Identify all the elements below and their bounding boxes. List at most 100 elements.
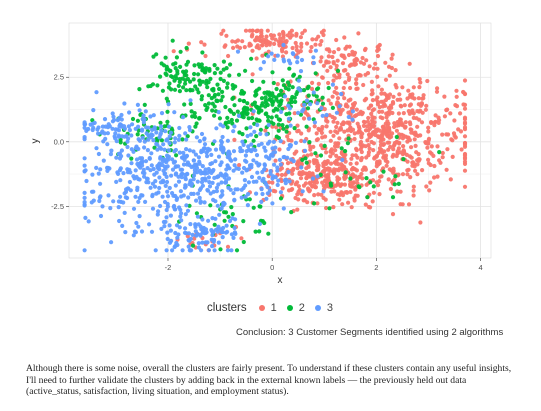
point-cluster-3: [164, 179, 170, 185]
point-cluster-1: [321, 183, 326, 188]
point-cluster-2: [304, 124, 309, 129]
point-cluster-3: [272, 57, 277, 63]
point-cluster-3: [84, 128, 89, 133]
point-cluster-1: [428, 180, 433, 185]
point-cluster-3: [175, 196, 180, 201]
point-cluster-2: [312, 201, 317, 206]
point-cluster-1: [327, 166, 332, 172]
point-cluster-1: [225, 244, 231, 249]
point-cluster-1: [301, 116, 307, 121]
point-cluster-2: [293, 99, 298, 104]
point-cluster-3: [143, 109, 148, 114]
point-cluster-3: [149, 151, 154, 156]
point-cluster-3: [253, 148, 258, 153]
point-cluster-2: [217, 116, 222, 121]
point-cluster-1: [352, 196, 357, 201]
point-cluster-3: [272, 150, 278, 155]
point-cluster-2: [136, 128, 141, 133]
point-cluster-3: [193, 152, 198, 157]
point-cluster-1: [254, 29, 259, 34]
point-cluster-2: [212, 92, 218, 98]
point-cluster-1: [337, 156, 342, 161]
point-cluster-1: [370, 108, 375, 113]
point-cluster-3: [232, 230, 237, 235]
point-cluster-3: [165, 201, 170, 207]
point-cluster-1: [386, 105, 391, 110]
point-cluster-3: [121, 171, 126, 176]
legend-dot-1: [258, 305, 265, 311]
point-cluster-3: [173, 136, 178, 141]
point-cluster-2: [306, 93, 311, 98]
point-cluster-1: [331, 50, 337, 55]
point-cluster-1: [337, 127, 342, 132]
point-cluster-3: [282, 94, 288, 99]
point-cluster-3: [225, 138, 230, 143]
point-cluster-3: [134, 220, 139, 226]
point-cluster-1: [319, 39, 324, 44]
point-cluster-1: [371, 148, 376, 153]
point-cluster-3: [288, 123, 293, 128]
point-cluster-3: [113, 127, 118, 132]
point-cluster-3: [129, 147, 134, 152]
point-cluster-2: [264, 111, 269, 116]
point-cluster-2: [206, 93, 211, 98]
point-cluster-3: [215, 227, 220, 232]
point-cluster-3: [82, 169, 87, 174]
point-cluster-1: [359, 144, 364, 149]
point-cluster-3: [286, 116, 291, 121]
point-cluster-3: [182, 185, 188, 190]
point-cluster-3: [261, 60, 266, 65]
point-cluster-1: [325, 173, 330, 178]
point-cluster-3: [258, 131, 263, 136]
point-cluster-2: [171, 62, 176, 67]
point-cluster-1: [408, 122, 413, 127]
point-cluster-3: [203, 240, 208, 245]
point-cluster-3: [216, 110, 221, 115]
point-cluster-1: [387, 92, 393, 97]
point-cluster-3: [105, 142, 110, 147]
point-cluster-3: [173, 230, 178, 236]
point-cluster-3: [136, 224, 141, 229]
point-cluster-2: [118, 140, 123, 145]
point-cluster-1: [386, 147, 391, 152]
point-cluster-1: [348, 161, 353, 166]
point-cluster-3: [96, 125, 101, 130]
point-cluster-3: [227, 218, 233, 224]
point-cluster-1: [265, 28, 270, 33]
point-cluster-3: [278, 139, 283, 144]
point-cluster-2: [184, 62, 189, 67]
point-cluster-3: [180, 167, 185, 172]
point-cluster-1: [319, 130, 324, 135]
point-cluster-3: [195, 214, 200, 219]
point-cluster-2: [241, 98, 246, 104]
point-cluster-3: [313, 48, 318, 53]
point-cluster-3: [211, 167, 216, 173]
point-cluster-2: [196, 62, 201, 67]
point-cluster-1: [260, 43, 265, 48]
point-cluster-3: [121, 200, 126, 205]
point-cluster-3: [182, 230, 188, 235]
point-cluster-1: [353, 153, 358, 158]
point-cluster-3: [126, 153, 131, 158]
point-cluster-3: [159, 124, 164, 129]
point-cluster-1: [415, 124, 420, 129]
point-cluster-1: [371, 190, 376, 195]
point-cluster-3: [135, 102, 140, 107]
point-cluster-3: [265, 184, 270, 190]
point-cluster-2: [245, 101, 250, 106]
point-cluster-3: [165, 189, 170, 194]
point-cluster-3: [173, 147, 178, 153]
point-cluster-1: [335, 96, 341, 101]
point-cluster-2: [322, 143, 327, 148]
point-cluster-3: [175, 235, 180, 240]
point-cluster-1: [401, 144, 406, 149]
point-cluster-3: [149, 229, 155, 234]
point-cluster-3: [161, 142, 166, 147]
point-cluster-2: [241, 239, 246, 245]
point-cluster-3: [131, 233, 136, 238]
point-cluster-1: [367, 64, 372, 69]
point-cluster-2: [226, 214, 231, 219]
point-cluster-1: [427, 188, 432, 193]
point-cluster-3: [200, 240, 205, 245]
point-cluster-2: [241, 91, 246, 96]
